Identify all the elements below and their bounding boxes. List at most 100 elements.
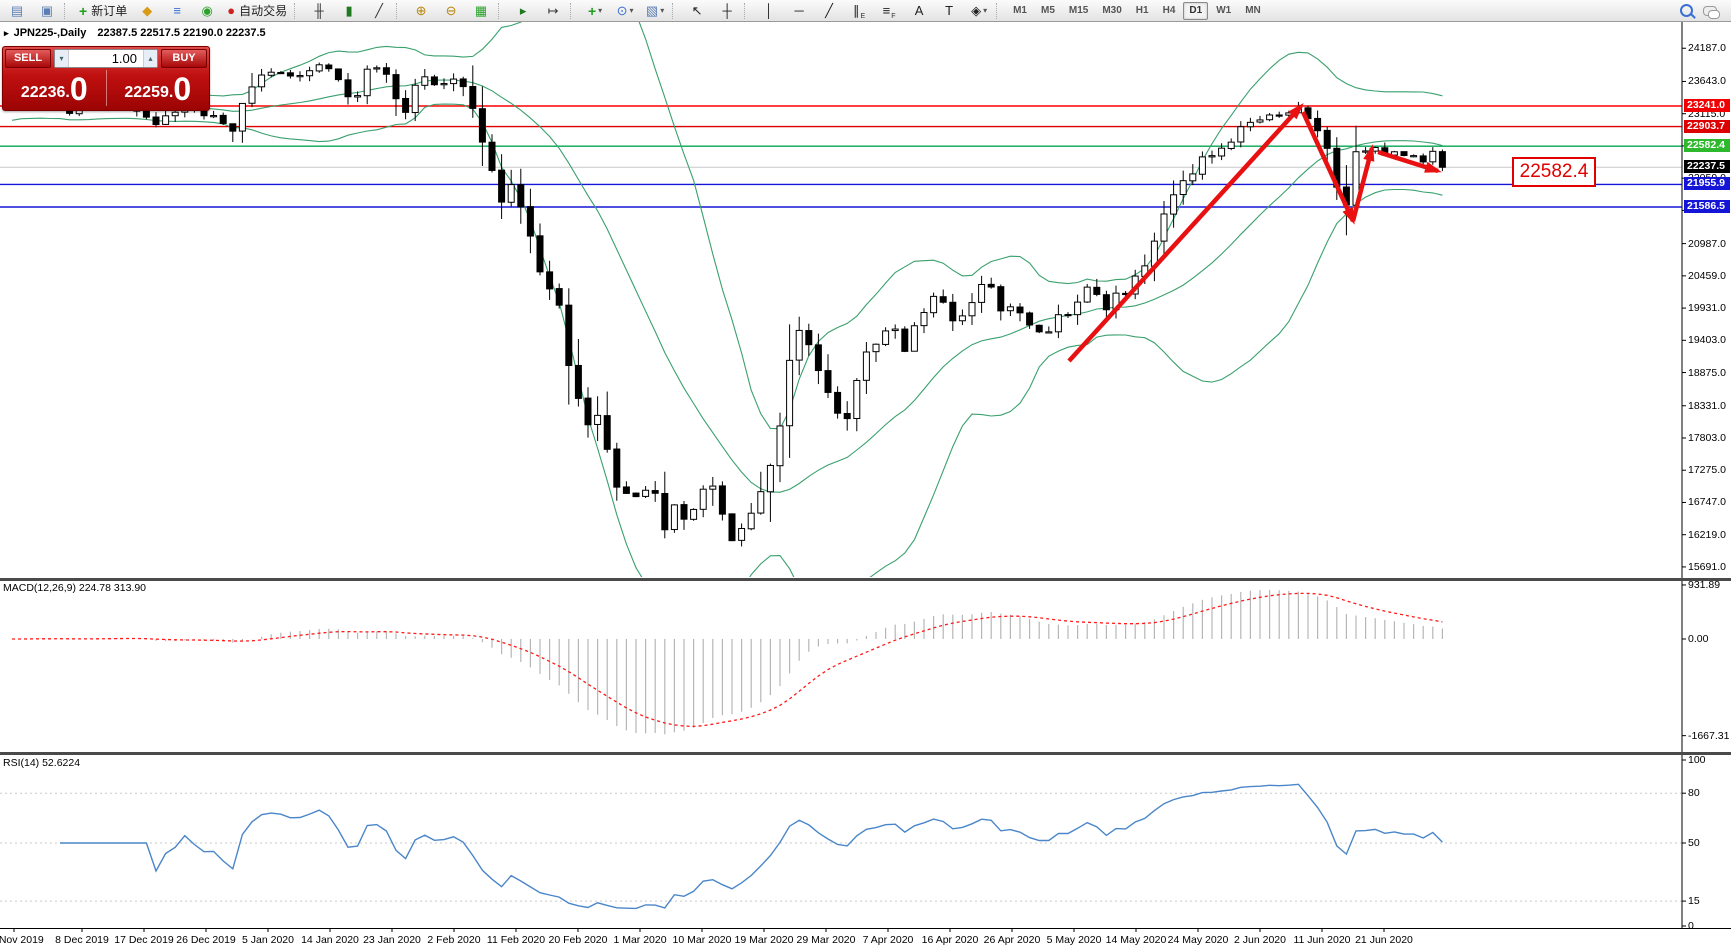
date-label: 16 Apr 2020: [921, 934, 979, 946]
toolbar-separator: [996, 2, 1004, 19]
crosshair-icon[interactable]: ┼: [722, 2, 732, 18]
toolbar-separator: [744, 2, 752, 19]
indicators-icon[interactable]: + ▾: [587, 2, 603, 19]
time-axis-border: [0, 928, 1731, 929]
buy-button[interactable]: BUY: [161, 49, 207, 68]
tile-windows-icon[interactable]: ▦: [474, 2, 488, 18]
zoom-in-icon[interactable]: ⊕: [415, 2, 427, 18]
charts-icon[interactable]: ▤: [10, 2, 24, 18]
date-label: 5 Jan 2020: [242, 934, 294, 946]
timeframe-h1[interactable]: H1: [1135, 5, 1149, 16]
pane-separator[interactable]: [0, 578, 1731, 581]
price-tick-label: 17803.0: [1688, 431, 1726, 444]
pane-separator[interactable]: [0, 752, 1731, 755]
timeframe-m15[interactable]: M15: [1068, 5, 1089, 16]
price-tick-label: 19931.0: [1688, 302, 1726, 315]
price-tick-label: 23643.0: [1688, 75, 1726, 88]
price-callout[interactable]: 22582.4: [1512, 157, 1596, 187]
date-label: 5 May 2020: [1046, 934, 1102, 946]
sell-button[interactable]: SELL: [5, 49, 51, 68]
cursor-icon[interactable]: ↖: [691, 2, 703, 18]
new-order-button[interactable]: + 新订单: [79, 2, 128, 19]
date-label: 2 Feb 2020: [427, 934, 481, 946]
terminal-icon[interactable]: ≡: [173, 2, 181, 18]
timeframe-h4[interactable]: H4: [1162, 5, 1176, 16]
price-tick-label: 20459.0: [1688, 269, 1726, 282]
rsi-tick-label: 80: [1688, 787, 1700, 800]
date-label: 8 Dec 2019: [55, 934, 109, 946]
volume-increase-button[interactable]: ▴: [143, 50, 157, 67]
level-price-label: 22582.4: [1684, 139, 1730, 153]
line-chart-icon[interactable]: ╱: [375, 2, 383, 18]
autotrading-button[interactable]: ● 自动交易: [227, 2, 288, 19]
toolbar-separator: [64, 2, 72, 19]
date-label: 11 Jun 2020: [1293, 934, 1351, 946]
zoom-out-icon[interactable]: ⊖: [445, 2, 457, 18]
price-tick-label: 16747.0: [1688, 496, 1726, 509]
candlestick-chart-icon[interactable]: ▮: [345, 2, 353, 18]
date-label: 24 May 2020: [1167, 934, 1229, 946]
price-tick-label: 24187.0: [1688, 42, 1726, 55]
text-label-icon[interactable]: T: [945, 2, 954, 18]
horizontal-line-icon[interactable]: ─: [794, 2, 804, 18]
price-tick-label: 17275.0: [1688, 464, 1726, 477]
metaeditor-icon[interactable]: ◆: [142, 2, 153, 18]
ohlc-values: 22387.5 22517.5 22190.0 22237.5: [97, 27, 266, 39]
date-label: 28 Nov 2019: [0, 934, 44, 946]
chart-window: ▸ JPN225-,Daily 22387.5 22517.5 22190.0 …: [0, 22, 1731, 947]
chart-marker-icon: ▸: [4, 28, 9, 38]
rsi-label: RSI(14) 52.6224: [3, 757, 81, 769]
trendline-icon[interactable]: ╱: [825, 2, 833, 18]
price-tick-label: 19403.0: [1688, 334, 1726, 347]
search-icon[interactable]: [1680, 4, 1693, 17]
toolbar-separator: [294, 2, 302, 19]
chat-icon[interactable]: [1703, 5, 1720, 19]
toolbar-separator: [570, 2, 578, 19]
toolbar-separator: [498, 2, 506, 19]
volume-stepper[interactable]: ▾ 1.00 ▴: [54, 49, 158, 68]
chart-title: ▸ JPN225-,Daily 22387.5 22517.5 22190.0 …: [4, 27, 266, 39]
timeframe-w1[interactable]: W1: [1216, 5, 1232, 16]
symbol-period: JPN225-,Daily: [13, 27, 87, 39]
level-price-label: 23241.0: [1684, 99, 1730, 112]
date-label: 19 Mar 2020: [734, 934, 794, 946]
vertical-line-icon[interactable]: │: [765, 2, 774, 18]
price-tick-label: 15691.0: [1688, 560, 1726, 573]
fibonacci-icon[interactable]: ≡ F: [882, 2, 896, 20]
rsi-tick-label: 100: [1688, 754, 1706, 766]
arrows-icon[interactable]: ◈ ▾: [971, 2, 988, 18]
date-label: 2 Jun 2020: [1234, 934, 1286, 946]
bar-chart-icon[interactable]: ╫: [314, 2, 324, 18]
timeframe-d1[interactable]: D1: [1183, 1, 1209, 20]
timeframe-mn[interactable]: MN: [1245, 5, 1261, 16]
level-price-label: 22903.7: [1684, 119, 1730, 133]
price-axis[interactable]: [1682, 22, 1731, 928]
macd-tick-label: 931.89: [1688, 578, 1721, 591]
signals-icon[interactable]: ◉: [201, 2, 213, 18]
data-window-icon[interactable]: ▣: [40, 2, 54, 18]
text-icon[interactable]: A: [914, 2, 924, 18]
chart-shift-icon[interactable]: ↦: [547, 2, 559, 18]
time-axis[interactable]: [0, 929, 1731, 947]
timeframe-m5[interactable]: M5: [1040, 5, 1055, 16]
timeframe-m1[interactable]: M1: [1013, 5, 1027, 16]
current-price-label: 22237.5: [1684, 160, 1730, 174]
buy-price[interactable]: 22259. 0: [124, 71, 192, 107]
auto-scroll-icon[interactable]: ▸: [519, 2, 527, 18]
price-tick-label: 18875.0: [1688, 366, 1726, 379]
level-price-label: 21586.5: [1684, 200, 1730, 213]
equidistant-channel-icon[interactable]: ∥ E: [852, 2, 866, 20]
timeframe-m30[interactable]: M30: [1102, 5, 1122, 16]
sell-price[interactable]: 22236. 0: [20, 71, 88, 107]
date-label: 21 Jun 2020: [1355, 934, 1413, 946]
one-click-trading-panel[interactable]: SELL ▾ 1.00 ▴ BUY 22236. 0 22259. 0: [2, 46, 210, 111]
rsi-tick-label: 50: [1688, 837, 1700, 849]
volume-decrease-button[interactable]: ▾: [55, 50, 69, 67]
chart-plot-area[interactable]: [0, 22, 1731, 947]
date-label: 14 May 2020: [1105, 934, 1167, 946]
date-label: 14 Jan 2020: [301, 934, 359, 946]
periods-icon[interactable]: ⊙ ▾: [616, 2, 634, 18]
volume-value[interactable]: 1.00: [111, 51, 137, 66]
templates-icon[interactable]: ▧ ▾: [645, 2, 665, 18]
